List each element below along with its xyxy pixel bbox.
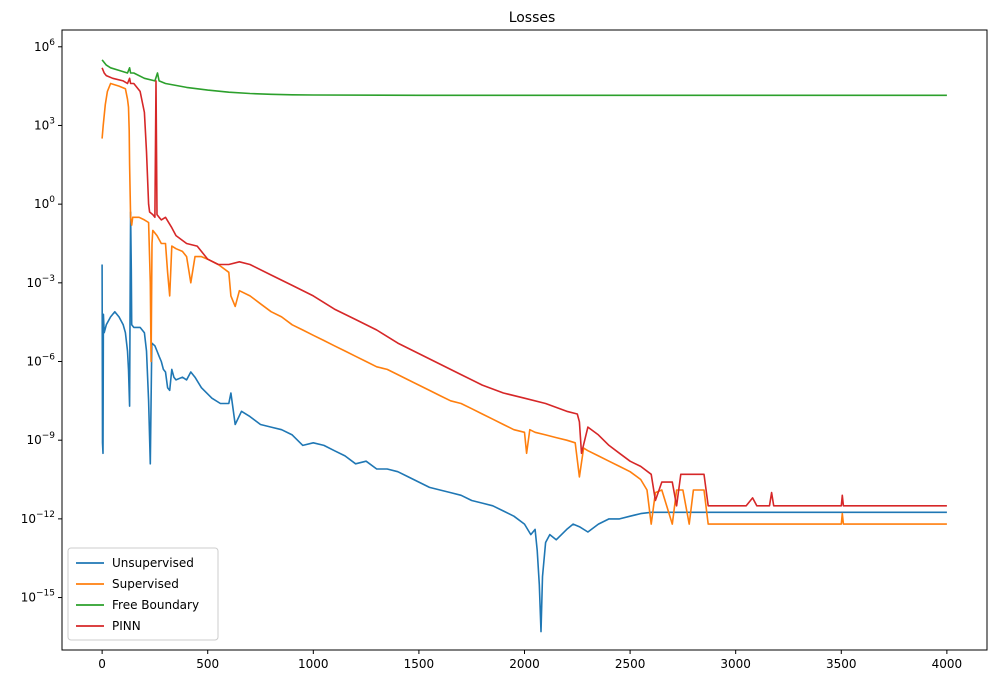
x-tick-label-7: 3500 (826, 657, 857, 671)
y-tick-label-4: 10−6 (26, 353, 55, 369)
y-tick-label-7: 10−15 (21, 589, 55, 605)
x-tick-label-2: 1000 (298, 657, 329, 671)
y-tick-label-0: 106 (34, 38, 55, 54)
x-tick-label-1: 500 (196, 657, 219, 671)
series-line-1 (101, 82, 947, 525)
x-tick-label-3: 1500 (404, 657, 435, 671)
ticks-layer: 0 500 1000 1500 2000 2500 3000 3500 4000 106 103 10… (21, 38, 962, 671)
x-tick-label-5: 2500 (615, 657, 646, 671)
legend-label-3: PINN (112, 619, 141, 633)
series-line-3 (101, 67, 947, 507)
legend-label-1: Supervised (112, 577, 179, 591)
legend-label-2: Free Boundary (112, 598, 199, 612)
series-line-0 (101, 211, 947, 633)
y-tick-label-2: 100 (34, 195, 55, 211)
x-tick-label-8: 4000 (932, 657, 963, 671)
chart-title: Losses (509, 10, 556, 26)
y-tick-label-6: 10−12 (21, 510, 55, 526)
legend-box (67, 547, 219, 641)
series-layer (101, 59, 947, 633)
series-line-2 (101, 59, 947, 97)
x-tick-label-6: 3000 (720, 657, 751, 671)
x-tick-label-4: 2000 (509, 657, 540, 671)
y-tick-label-1: 103 (34, 116, 55, 132)
y-tick-label-5: 10−9 (26, 431, 55, 447)
legend-label-0: Unsupervised (112, 556, 194, 570)
y-tick-label-3: 10−3 (26, 274, 55, 290)
legend: Unsupervised Supervised Free Boundary PINN (67, 547, 219, 641)
x-tick-label-0: 0 (98, 657, 106, 671)
